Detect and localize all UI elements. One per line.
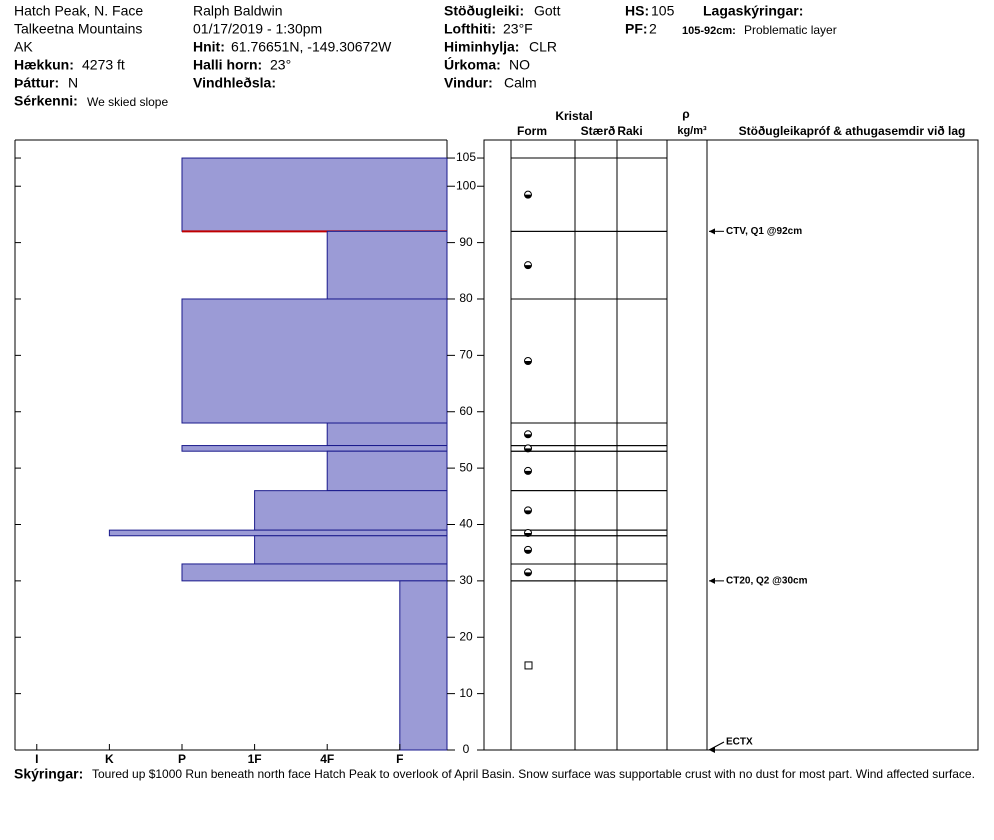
test-arrowhead (709, 228, 715, 235)
grain-symbol (524, 572, 532, 576)
field-value: 4273 ft (82, 57, 125, 73)
field-label: HS: (625, 3, 649, 19)
y-tick-label: 10 (459, 686, 473, 700)
field-label: Sérkenni: (14, 93, 78, 109)
y-tick-label: 20 (459, 629, 473, 643)
grain-symbol (524, 661, 533, 670)
y-tick-label: 60 (459, 404, 473, 418)
y-tick-label: 50 (459, 460, 473, 474)
field-label: Vindur: (444, 75, 493, 91)
x-tick-label: I (35, 752, 38, 766)
test-label: CTV, Q1 @92cm (726, 226, 802, 237)
field-label: Himinhylja: (444, 39, 519, 55)
y-tick-label: 40 (459, 517, 473, 531)
field-label: PF: (625, 21, 648, 37)
column-header: Raki (617, 124, 642, 138)
x-tick-label: K (105, 752, 114, 766)
column-header: Form (517, 124, 547, 138)
field-value: 105 (651, 3, 675, 19)
field-label: Lofthiti: (444, 21, 496, 37)
x-tick-label: 4F (320, 752, 334, 766)
grain-symbol (524, 434, 532, 438)
test-arrow (708, 741, 725, 751)
field-value: 61.76651N, -149.30672W (231, 39, 392, 55)
field-value: 23° (270, 57, 291, 73)
test-arrowhead (709, 577, 715, 584)
observer: Ralph Baldwin (193, 3, 283, 19)
column-header: Kristal (555, 109, 592, 123)
y-tick-label: 30 (459, 573, 473, 587)
hardness-bar (326, 422, 448, 447)
field-value: NO (509, 57, 530, 73)
field-label: Halli horn: (193, 57, 262, 73)
y-tick-label: 0 (463, 742, 470, 756)
column-header: ρ (682, 107, 689, 121)
x-tick-label: P (178, 752, 186, 766)
y-tick-label: 100 (456, 178, 476, 192)
field-label: Hnit: (193, 39, 225, 55)
field-value: We skied slope (87, 95, 168, 109)
hardness-bar (254, 490, 448, 531)
hardness-bar (181, 157, 448, 232)
legend-title: Lagaskýringar: (703, 3, 803, 19)
test-label: CT20, Q2 @30cm (726, 576, 808, 587)
legend-text: Problematic layer (744, 23, 837, 37)
field-value: Calm (504, 75, 537, 91)
hardness-bar (108, 529, 448, 537)
state: AK (14, 39, 33, 55)
field-label: Stöðugleiki: (444, 3, 524, 19)
y-tick-label: 80 (459, 291, 473, 305)
test-arrowhead (709, 747, 715, 753)
column-header: Stöðugleikapróf & athugasemdir við lag (739, 124, 966, 138)
header: Hatch Peak, N. Face Talkeetna Mountains … (14, 3, 837, 109)
field-label: Hækkun: (14, 57, 74, 73)
column-header: kg/m³ (677, 125, 707, 137)
grain-symbol (524, 510, 532, 514)
hardness-bar (326, 450, 448, 492)
grain-symbol (524, 265, 532, 269)
table-frame (483, 139, 979, 751)
field-label: Vindhleðsla: (193, 75, 276, 91)
footer-text: Toured up $1000 Run beneath north face H… (92, 767, 975, 781)
x-tick-label: 1F (248, 752, 262, 766)
y-tick-label: 90 (459, 235, 473, 249)
field-value: 23°F (503, 21, 533, 37)
legend-range: 105-92cm: (682, 25, 736, 37)
y-tick-label: 70 (459, 348, 473, 362)
location: Hatch Peak, N. Face (14, 3, 143, 19)
test-label: ECTX (726, 737, 753, 748)
column-header: Stærð (581, 124, 616, 138)
field-value: Gott (534, 3, 561, 19)
hardness-bar (399, 580, 448, 751)
datetime: 01/17/2019 - 1:30pm (193, 21, 322, 37)
grain-symbol (524, 194, 532, 199)
grain-symbol (524, 360, 532, 365)
field-value: N (68, 75, 78, 91)
hardness-bar (254, 535, 448, 565)
field-value: 2 (649, 21, 657, 37)
field-value: CLR (529, 39, 557, 55)
hardness-bar (326, 230, 448, 300)
hardness-bar (181, 298, 448, 424)
hardness-bar (181, 445, 448, 452)
column-headers: Kristal Form Stærð Raki ρ kg/m³ Stöðugle… (517, 107, 965, 138)
grain-symbol (524, 470, 532, 475)
grain-symbol (524, 549, 532, 554)
x-tick-label: F (396, 752, 403, 766)
field-label: Þáttur: (14, 75, 59, 91)
footer-label: Skýringar: (14, 766, 83, 782)
field-label: Úrkoma: (444, 56, 501, 73)
hardness-bar (181, 563, 448, 582)
footer: Skýringar: Toured up $1000 Run beneath n… (14, 766, 975, 782)
range: Talkeetna Mountains (14, 21, 142, 37)
frames (14, 139, 979, 751)
y-tick-label: 105 (456, 150, 476, 164)
